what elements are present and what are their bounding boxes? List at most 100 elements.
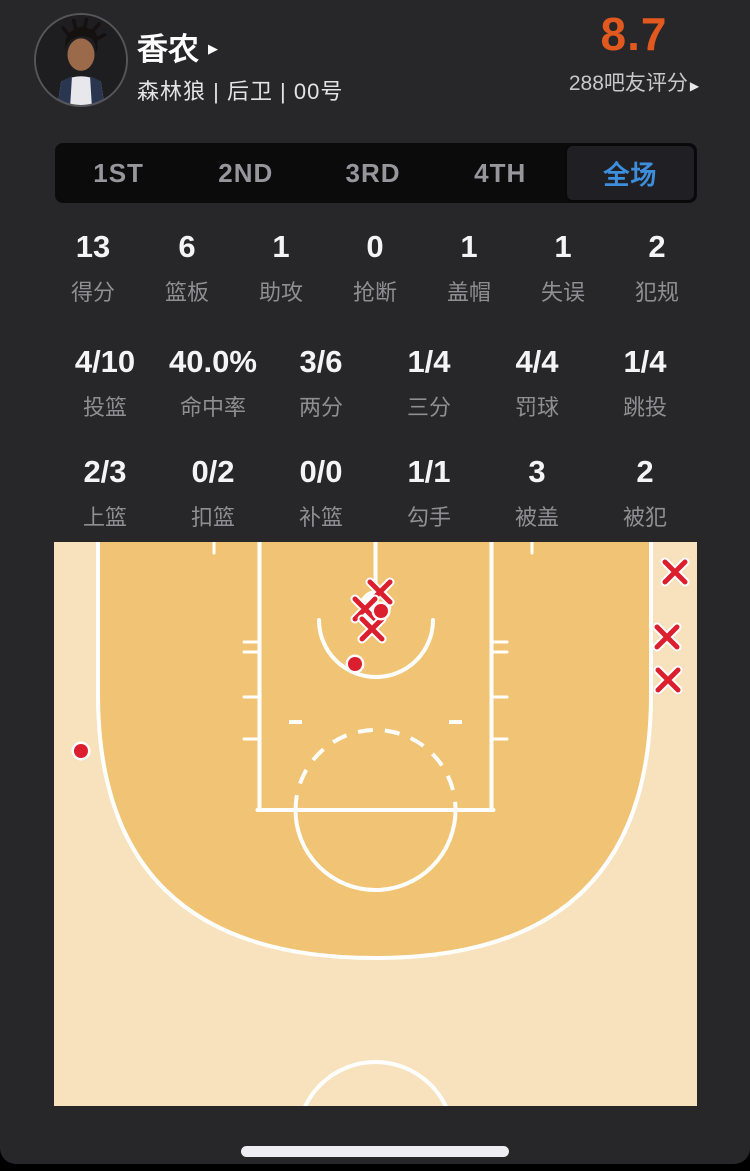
- free-throw-circle-solid: [293, 808, 458, 892]
- shot-chart-court: [54, 542, 697, 1106]
- player-name-text: 香农: [137, 32, 199, 67]
- tab-3RD[interactable]: 3RD: [309, 143, 436, 203]
- stat-value: 4/10: [74, 344, 136, 379]
- stat-value: 2/3: [83, 454, 127, 489]
- stat-label: 得分: [70, 280, 115, 305]
- stat-失误: 1 失误: [516, 228, 610, 306]
- stat-label: 被犯: [622, 505, 667, 530]
- rating-arrow-icon: ▶: [689, 79, 700, 93]
- stat-value: 1: [460, 229, 478, 264]
- stats-row-basic: 13 得分 6 篮板 1 助攻 0 抢断 1 盖帽 1 失误 2 犯规: [0, 228, 750, 306]
- miss-x-mark: [653, 665, 683, 695]
- stat-value: 6: [178, 229, 196, 264]
- rating-link[interactable]: 288吧友评分 ▶: [553, 67, 715, 97]
- stat-补篮: 0/0 补篮: [267, 453, 375, 531]
- stat-value: 1: [272, 229, 290, 264]
- miss-x-mark: [350, 594, 380, 624]
- tab-2ND[interactable]: 2ND: [182, 143, 309, 203]
- stat-三分: 1/4 三分: [375, 343, 483, 421]
- stat-value: 1: [554, 229, 572, 264]
- stat-命中率: 40.0% 命中率: [159, 343, 267, 421]
- court-lines: [96, 542, 653, 1106]
- tab-1ST[interactable]: 1ST: [55, 143, 182, 203]
- three-point-line: [96, 542, 653, 961]
- tab-全场[interactable]: 全场: [564, 144, 697, 202]
- stat-value: 3: [528, 454, 546, 489]
- player-photo: [36, 15, 126, 105]
- player-team-info: 森林狼 | 后卫 | 00号: [137, 79, 344, 104]
- baseline-ticks: [212, 542, 534, 555]
- make-dot: [71, 741, 91, 761]
- miss-x-mark: [652, 622, 682, 652]
- stat-盖帽: 1 盖帽: [422, 228, 516, 306]
- rating-caption-text: 288吧友评分: [568, 72, 688, 95]
- rating-box: 8.7 288吧友评分 ▶: [553, 10, 715, 97]
- stat-助攻: 1 助攻: [234, 228, 328, 306]
- stat-value: 1/4: [407, 344, 451, 379]
- stat-勾手: 1/1 勾手: [375, 453, 483, 531]
- stat-label: 抢断: [352, 280, 397, 305]
- tab-4TH[interactable]: 4TH: [437, 143, 564, 203]
- stat-value: 13: [75, 229, 111, 264]
- player-name[interactable]: 香农 ▶: [137, 24, 218, 69]
- stat-抢断: 0 抢断: [328, 228, 422, 306]
- stat-value: 2: [636, 454, 654, 489]
- stat-label: 被盖: [514, 505, 559, 530]
- name-arrow-icon: ▶: [208, 40, 218, 56]
- stats-row-shot-types: 2/3 上篮 0/2 扣篮 0/0 补篮 1/1 勾手 3 被盖 2 被犯: [0, 453, 750, 531]
- stat-label: 投篮: [82, 395, 127, 420]
- shot-marks: [71, 557, 690, 761]
- court-inside-arc-area: [98, 542, 651, 958]
- stat-label: 命中率: [179, 395, 246, 420]
- stat-得分: 13 得分: [46, 228, 140, 306]
- stat-value: 4/4: [515, 344, 559, 379]
- restricted-area-arc: [317, 618, 435, 679]
- stat-value: 1/1: [407, 454, 451, 489]
- quarter-tabs: 1ST 2ND 3RD 4TH 全场: [55, 143, 697, 203]
- player-avatar[interactable]: [34, 13, 128, 107]
- stat-label: 篮板: [164, 280, 209, 305]
- stat-value: 40.0%: [169, 344, 257, 379]
- stat-两分: 3/6 两分: [267, 343, 375, 421]
- rating-value: 8.7: [600, 8, 668, 60]
- stat-label: 犯规: [634, 280, 679, 305]
- stat-扣篮: 0/2 扣篮: [159, 453, 267, 531]
- tab-label: 4TH: [474, 157, 527, 188]
- stat-value: 3/6: [299, 344, 343, 379]
- stat-篮板: 6 篮板: [140, 228, 234, 306]
- free-throw-circle-dashed: [293, 728, 458, 811]
- tab-label: 1ST: [93, 157, 144, 188]
- stats-row-shooting: 4/10 投篮 40.0% 命中率 3/6 两分 1/4 三分 4/4 罚球 1/4 跳投: [0, 343, 750, 421]
- tab-label: 全场: [603, 159, 658, 190]
- stat-被盖: 3 被盖: [483, 453, 591, 531]
- stat-value: 0: [366, 229, 384, 264]
- bottom-bar: [0, 1106, 750, 1164]
- tab-label: 2ND: [218, 157, 274, 188]
- stat-label: 上篮: [82, 505, 127, 530]
- stat-犯规: 2 犯规: [610, 228, 704, 306]
- stat-label: 助攻: [258, 280, 303, 305]
- tab-label: 3RD: [345, 157, 401, 188]
- center-circle: [303, 1060, 448, 1106]
- stat-label: 失误: [540, 280, 585, 305]
- stat-label: 罚球: [514, 395, 559, 420]
- stat-罚球: 4/4 罚球: [483, 343, 591, 421]
- miss-x-mark: [660, 557, 690, 587]
- main-panel: 香农 ▶ 森林狼 | 后卫 | 00号 8.7 288吧友评分 ▶ 1ST 2ND 3…: [0, 0, 750, 1106]
- stat-value: 0/2: [191, 454, 235, 489]
- stat-投篮: 4/10 投篮: [51, 343, 159, 421]
- stat-value: 1/4: [623, 344, 667, 379]
- stat-跳投: 1/4 跳投: [591, 343, 699, 421]
- stat-label: 三分: [406, 395, 451, 420]
- stat-value: 2: [648, 229, 666, 264]
- make-dot: [371, 601, 391, 621]
- stat-label: 两分: [298, 395, 343, 420]
- stat-label: 勾手: [406, 505, 451, 530]
- stat-label: 补篮: [298, 505, 343, 530]
- miss-x-mark: [357, 614, 387, 644]
- stat-label: 扣篮: [190, 505, 235, 530]
- stat-value: 0/0: [299, 454, 343, 489]
- stat-上篮: 2/3 上篮: [51, 453, 159, 531]
- home-indicator[interactable]: [241, 1146, 509, 1157]
